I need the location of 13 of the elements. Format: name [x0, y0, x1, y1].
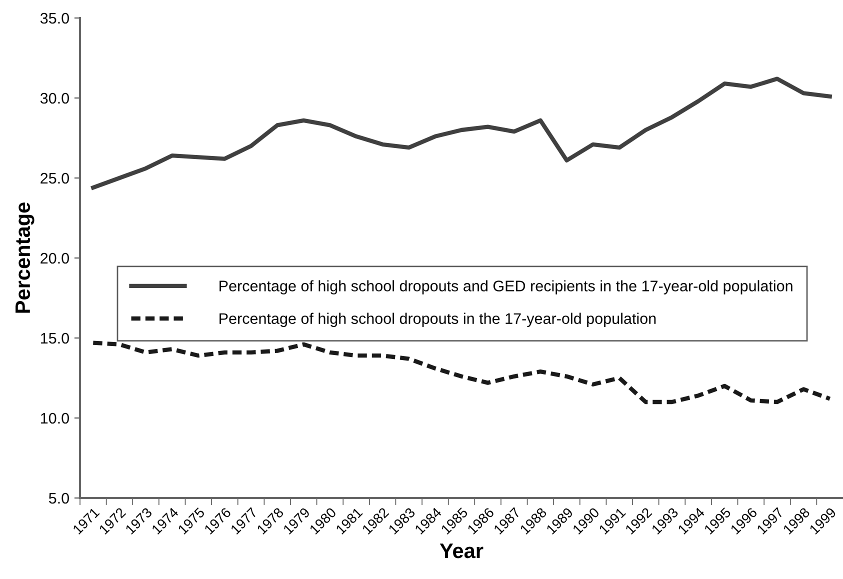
y-tick-label: 5.0 [48, 492, 69, 504]
y-tick-label: 10.0 [41, 412, 69, 424]
y-tick-label: 35.0 [40, 12, 69, 24]
line-series [91, 76, 832, 190]
y-tick-label: 15.0 [41, 332, 69, 344]
legend-label: Percentage of high school dropouts and GED recipients in the 17-year-old population [220, 280, 792, 294]
y-axis-title: Percentage [16, 202, 34, 313]
legend-label: Percentage of high school dropouts in the 17-year-old population [220, 312, 656, 328]
y-tick-label: 20.0 [40, 252, 69, 264]
x-axis-title: Year [440, 544, 484, 558]
y-tick-label: 30.0 [40, 92, 69, 104]
y-tick-label: 25.0 [40, 172, 69, 184]
line-series [91, 340, 832, 404]
